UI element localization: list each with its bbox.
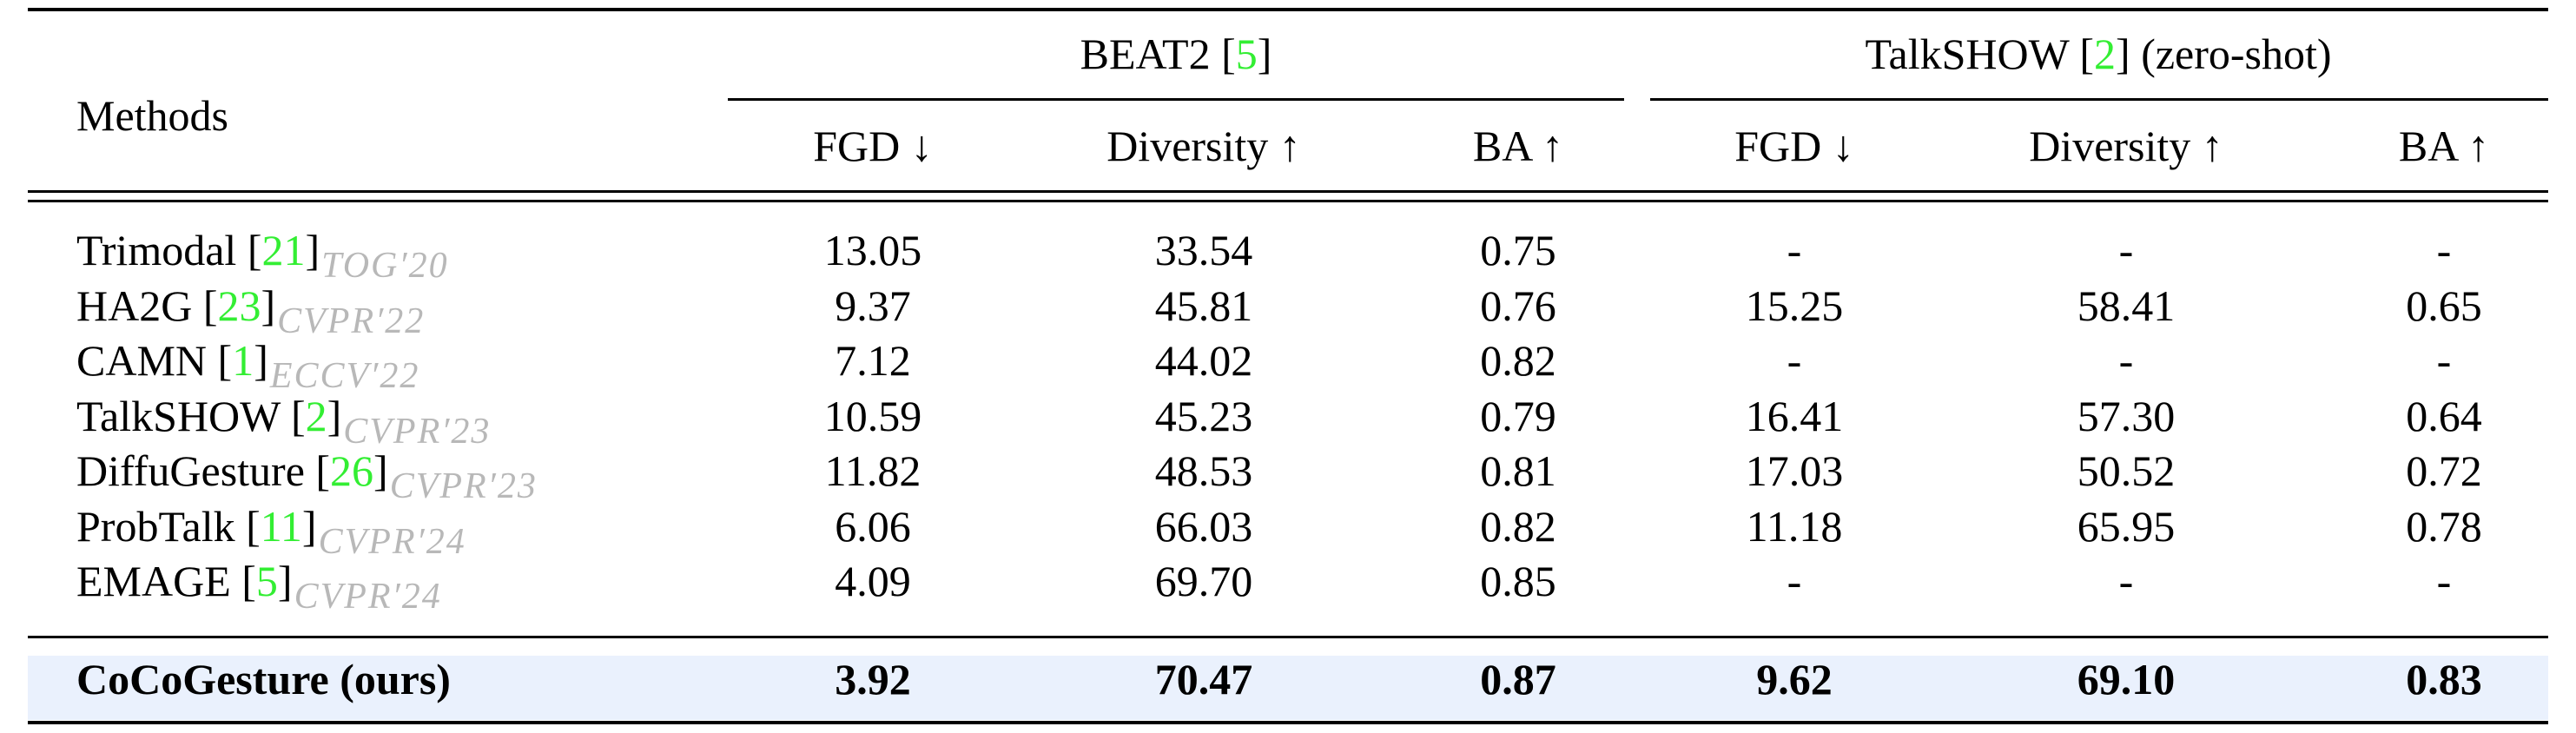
metric-header-ba-talkshow: BA ↑ [2398, 122, 2490, 170]
value-cell: - [2118, 557, 2134, 605]
value-cell: 4.09 [835, 557, 911, 605]
value-cell: 0.85 [1480, 557, 1556, 605]
citation-link[interactable]: 1 [232, 336, 254, 385]
value-cell: - [2436, 336, 2452, 385]
citation-link[interactable]: 23 [217, 281, 261, 330]
talkshow-group-rule [1650, 98, 2548, 101]
method-name: ProbTalk [76, 502, 235, 551]
method-cell: DiffuGesture [26]CVPR′23 [76, 446, 538, 506]
citation-link[interactable]: 26 [330, 446, 374, 495]
talkshow-cite[interactable]: 2 [2094, 30, 2117, 78]
ours-value-cell: 69.10 [2077, 655, 2176, 703]
ours-value-cell: 0.83 [2406, 655, 2482, 703]
ours-separator-rule [28, 636, 2548, 638]
method-cell: HA2G [23]CVPR′22 [76, 281, 426, 341]
value-cell: 0.82 [1480, 336, 1556, 385]
value-cell: 0.72 [2406, 446, 2482, 495]
value-cell: 44.02 [1154, 336, 1253, 385]
value-cell: 33.54 [1154, 226, 1253, 274]
value-cell: 69.70 [1154, 557, 1253, 605]
venue-subscript: CVPR′23 [389, 466, 538, 506]
value-cell: 17.03 [1745, 446, 1844, 495]
value-cell: 50.52 [2077, 446, 2176, 495]
value-cell: - [1787, 226, 1802, 274]
method-cell: ProbTalk [11]CVPR′24 [76, 502, 466, 562]
value-cell: 48.53 [1154, 446, 1253, 495]
citation-link[interactable]: 11 [260, 502, 302, 551]
value-cell: - [1787, 557, 1802, 605]
venue-subscript: CVPR′24 [294, 577, 442, 617]
value-cell: 11.82 [824, 446, 921, 495]
value-cell: 10.59 [823, 392, 922, 440]
talkshow-group-header: TalkSHOW [2] (zero-shot) [1865, 30, 2332, 78]
ours-method-cell: CoCoGesture (ours) [76, 655, 451, 703]
value-cell: 0.78 [2406, 502, 2482, 551]
value-cell: 0.82 [1480, 502, 1556, 551]
top-rule [28, 8, 2548, 11]
citation-link[interactable]: 21 [261, 226, 306, 274]
method-name: Trimodal [76, 226, 237, 274]
value-cell: 57.30 [2077, 392, 2176, 440]
value-cell: 11.18 [1746, 502, 1843, 551]
method-cell: TalkSHOW [2]CVPR′23 [76, 392, 492, 452]
bottom-rule [28, 721, 2548, 724]
metric-header-diversity-talkshow: Diversity ↑ [2029, 122, 2223, 170]
value-cell: 0.64 [2406, 392, 2482, 440]
venue-subscript: CVPR′24 [318, 522, 466, 562]
value-cell: 0.79 [1480, 392, 1556, 440]
value-cell: 45.23 [1154, 392, 1253, 440]
value-cell: 9.37 [835, 281, 911, 330]
method-cell: Trimodal [21]TOG′20 [76, 226, 449, 286]
value-cell: 13.05 [823, 226, 922, 274]
venue-subscript: CVPR′22 [277, 301, 426, 341]
value-cell: - [2118, 226, 2134, 274]
venue-subscript: TOG′20 [321, 246, 449, 286]
metric-header-fgd-talkshow: FGD ↓ [1734, 122, 1854, 170]
ours-value-cell: 9.62 [1756, 655, 1833, 703]
methods-header: Methods [76, 91, 228, 140]
zero-shot-label: (zero-shot) [2141, 30, 2332, 78]
method-cell: CAMN [1]ECCV′22 [76, 336, 420, 396]
value-cell: - [2118, 336, 2134, 385]
value-cell: 65.95 [2077, 502, 2176, 551]
value-cell: 7.12 [835, 336, 911, 385]
value-cell: 6.06 [835, 502, 911, 551]
value-cell: 45.81 [1154, 281, 1253, 330]
method-name: CAMN [76, 336, 208, 385]
metric-header-ba-beat2: BA ↑ [1472, 122, 1564, 170]
beat2-group-header: BEAT2 [5] [1080, 30, 1272, 78]
metric-header-diversity-beat2: Diversity ↑ [1106, 122, 1301, 170]
method-name: HA2G [76, 281, 193, 330]
value-cell: - [2436, 557, 2452, 605]
value-cell: - [2436, 226, 2452, 274]
value-cell: 58.41 [2077, 281, 2176, 330]
method-cell: EMAGE [5]CVPR′24 [76, 557, 442, 617]
ours-row-highlight [28, 656, 2548, 720]
value-cell: 0.75 [1480, 226, 1556, 274]
value-cell: 0.76 [1480, 281, 1556, 330]
value-cell: 66.03 [1154, 502, 1253, 551]
value-cell: 16.41 [1745, 392, 1844, 440]
method-name: EMAGE [76, 557, 231, 605]
value-cell: - [1787, 336, 1802, 385]
citation-link[interactable]: 5 [255, 557, 278, 605]
ours-value-cell: 70.47 [1154, 655, 1253, 703]
header-double-rule-bottom [28, 200, 2548, 202]
beat2-cite[interactable]: 5 [1235, 30, 1258, 78]
citation-link[interactable]: 2 [305, 392, 327, 440]
venue-subscript: ECCV′22 [269, 356, 420, 396]
method-name: DiffuGesture [76, 446, 305, 495]
venue-subscript: CVPR′23 [343, 412, 492, 452]
ours-value-cell: 3.92 [835, 655, 911, 703]
talkshow-name: TalkSHOW [1865, 30, 2069, 78]
value-cell: 0.65 [2406, 281, 2482, 330]
beat2-group-rule [728, 98, 1624, 101]
value-cell: 15.25 [1745, 281, 1844, 330]
header-double-rule-top [28, 190, 2548, 193]
metric-header-fgd-beat2: FGD ↓ [813, 122, 933, 170]
method-name: TalkSHOW [76, 392, 281, 440]
beat2-name: BEAT2 [1080, 30, 1211, 78]
value-cell: 0.81 [1480, 446, 1556, 495]
ours-value-cell: 0.87 [1480, 655, 1556, 703]
